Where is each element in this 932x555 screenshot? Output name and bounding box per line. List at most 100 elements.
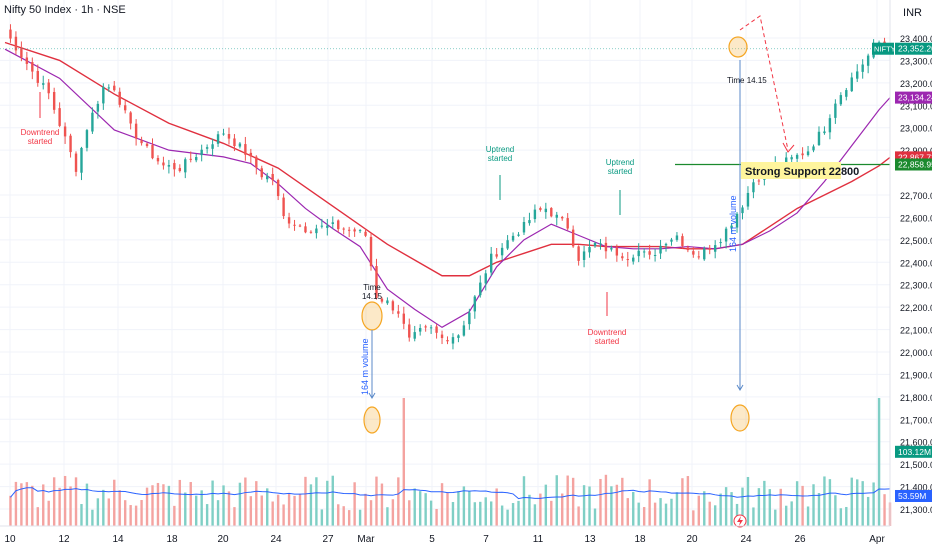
y-tick-label: 22,200.00: [900, 303, 932, 313]
candle-body: [533, 209, 537, 220]
volume-bar: [238, 482, 242, 526]
volume-bar: [768, 489, 772, 526]
volume-bar: [872, 482, 875, 526]
volume-bar: [391, 499, 395, 526]
volume-bar: [610, 486, 613, 526]
candle-body: [424, 326, 427, 328]
volume-bar: [14, 481, 18, 526]
annotations: Downtrend started Uptrend started Uptrend sta…: [0, 15, 890, 528]
candle-body: [113, 85, 116, 91]
volume-bar: [582, 485, 586, 526]
x-tick-label: 10: [4, 534, 16, 545]
y-tick-label: 23,400.00: [900, 34, 932, 44]
candle-body: [866, 55, 870, 66]
candle-body: [102, 86, 105, 104]
candle-body: [724, 228, 728, 242]
candle-body: [435, 326, 438, 333]
volume-bar: [457, 491, 460, 526]
volume-bar: [42, 484, 45, 526]
price-label-text: 103.12M: [898, 447, 931, 457]
candle-body: [266, 176, 269, 180]
volume-bar: [298, 493, 302, 526]
volume-bar: [708, 501, 711, 526]
volume-bar: [375, 476, 378, 526]
volume-bar: [96, 498, 100, 526]
x-tick-label: 27: [322, 534, 334, 545]
candle-body: [118, 91, 121, 105]
volume-bars: [9, 398, 892, 526]
volume-bar: [588, 486, 591, 526]
candle-body: [806, 151, 810, 156]
x-tick-label: 18: [166, 534, 178, 545]
candle-body: [326, 225, 329, 228]
volume-bar: [861, 481, 864, 526]
candle-body: [238, 143, 242, 147]
y-tick-label: 22,500.00: [900, 236, 932, 246]
candle-body: [402, 313, 405, 324]
moving-averages: [4, 41, 891, 329]
price-label-vol_last: [895, 445, 932, 458]
candle-body: [440, 334, 444, 339]
candle-body: [91, 112, 94, 132]
candle-body: [287, 217, 291, 224]
candle-body: [637, 250, 640, 257]
volume-bar: [757, 488, 761, 526]
candle-body: [107, 87, 110, 89]
volume-bar: [320, 509, 324, 526]
x-tick-label: 20: [217, 534, 229, 545]
volume-bar: [801, 485, 804, 526]
y-tick-label: 22,100.00: [900, 326, 932, 336]
volume-bar: [839, 508, 843, 526]
volume-bar: [686, 476, 690, 526]
volume-bar: [479, 501, 482, 526]
volume-bar: [271, 501, 274, 526]
volume-bar: [550, 500, 553, 526]
x-tick-label: 12: [58, 534, 70, 545]
volume-bar: [856, 479, 859, 526]
x-tick-label: Apr: [869, 534, 885, 545]
volume-bar: [752, 507, 755, 526]
volume-bar: [80, 504, 83, 526]
candle-body: [200, 149, 203, 156]
candle-body: [582, 251, 586, 260]
volume-bar: [495, 488, 498, 526]
volume-bar: [315, 477, 318, 526]
price-label-text: 22,867.72: [898, 152, 932, 162]
volume-bar: [435, 508, 438, 526]
y-tick-label: 21,600.00: [900, 438, 932, 448]
volume-bar: [653, 502, 657, 526]
volume-bar: [834, 495, 837, 526]
candle-body: [271, 173, 274, 181]
volume-bar: [468, 491, 471, 526]
candle-body: [632, 257, 635, 262]
candle-body: [58, 108, 61, 126]
candle-body: [320, 225, 324, 227]
candle-body: [227, 134, 231, 139]
volume-bar: [397, 477, 400, 526]
volume-bar: [342, 506, 345, 526]
lightning-icon-glyph: [737, 516, 743, 526]
y-tick-label: 22,400.00: [900, 258, 932, 268]
y-tick-label: 21,400.00: [900, 483, 932, 493]
candle-body: [479, 282, 482, 296]
currency-label[interactable]: INR: [903, 7, 922, 19]
volume-bar: [91, 509, 94, 526]
candle-body: [675, 235, 679, 240]
candle-body: [719, 242, 722, 244]
projection-arrowhead: [782, 142, 795, 153]
volume-bar: [249, 496, 253, 526]
volume-bar: [604, 474, 608, 526]
candle-body: [391, 301, 395, 311]
volume-bar: [424, 493, 427, 526]
candle-body: [178, 167, 182, 172]
volume-bar: [566, 475, 569, 526]
candle-body: [397, 311, 400, 314]
candle-body: [298, 225, 302, 227]
candle-body: [331, 222, 334, 224]
volume-bar: [741, 487, 744, 526]
downtrend-label: Downtrend started: [588, 328, 627, 346]
volume-bar: [828, 479, 832, 526]
volume-bar: [703, 491, 706, 526]
candle-body: [544, 208, 548, 213]
